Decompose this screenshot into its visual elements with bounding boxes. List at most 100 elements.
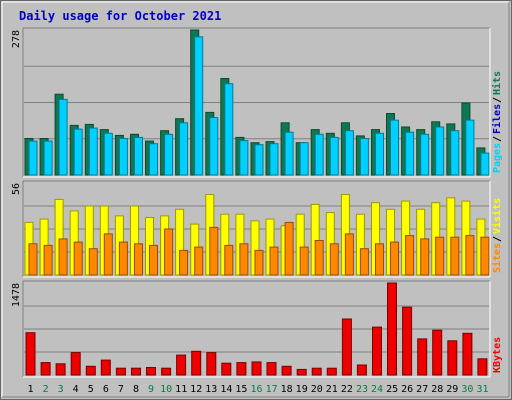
panel-visits-sites: 56 Sites/ Visits [11, 180, 503, 278]
x-axis-day-labels: 1 2 3 4 5 6 7 8 9 10 11 12 13 14 15 16 17 18 19 20 21 22 23 24 2… [27, 384, 488, 395]
sites-bar [149, 244, 158, 276]
day-label: 2 [43, 384, 49, 395]
sites-bar [284, 221, 294, 276]
kbytes-bar [40, 362, 51, 376]
day-label: 17 [266, 384, 278, 395]
legend-pages: Pages [492, 143, 503, 173]
y-axis-max-label: 278 [11, 30, 22, 48]
files-bar [118, 138, 128, 176]
sites-bar [164, 228, 174, 276]
day-label: 16 [250, 384, 262, 395]
sites-bar [450, 236, 460, 276]
kbytes-bar [296, 368, 307, 376]
files-bar [329, 136, 339, 176]
kbytes-bar [356, 364, 367, 376]
sites-bar [435, 236, 445, 276]
files-bar [194, 36, 204, 176]
sites-bar [299, 246, 309, 276]
sites-bar [103, 233, 113, 276]
day-label: 11 [175, 384, 187, 395]
kbytes-bar [311, 367, 322, 376]
day-label: 24 [371, 384, 383, 395]
files-bar [405, 131, 415, 176]
day-label: 29 [446, 384, 458, 395]
files-bar [375, 132, 384, 176]
kbytes-bar [115, 367, 126, 376]
sites-bar [375, 243, 384, 276]
sites-bar [390, 241, 399, 276]
day-label: 26 [401, 384, 413, 395]
sites-bar [58, 238, 68, 276]
files-bar [435, 126, 445, 176]
legend-separator: / [492, 236, 503, 242]
kbytes-bar [266, 362, 277, 376]
sites-bar [239, 243, 249, 276]
kbytes-bar [402, 306, 413, 376]
day-label: 23 [356, 384, 368, 395]
legend-hits: Hits [491, 71, 503, 95]
sites-bar [480, 236, 490, 276]
sites-bar [73, 241, 83, 276]
kbytes-bar [477, 358, 488, 376]
day-label: 21 [326, 384, 338, 395]
kbytes-bar [462, 332, 473, 376]
panel-kbytes: 1478 KBytes [11, 280, 503, 378]
files-bar [164, 133, 174, 176]
kbytes-bar [55, 363, 66, 376]
kbytes-bar [432, 329, 443, 376]
kbytes-bar [281, 365, 292, 376]
kbytes-bar [100, 359, 111, 376]
sites-bar [405, 235, 415, 276]
day-label: 19 [296, 384, 308, 395]
kbytes-bar [221, 362, 232, 376]
day-label: 9 [148, 384, 154, 395]
files-bar [450, 130, 460, 176]
day-label: 31 [476, 384, 488, 395]
files-bar [299, 142, 309, 176]
sites-bar [344, 233, 354, 276]
files-bar [73, 128, 83, 176]
files-bar [239, 140, 249, 176]
sites-bar [254, 249, 264, 276]
sites-bar [359, 248, 369, 276]
files-bar [134, 136, 143, 176]
files-bar [28, 140, 38, 176]
day-label: 1 [27, 384, 33, 395]
sites-bar [465, 235, 475, 276]
files-bar [58, 98, 68, 176]
kbytes-bar [161, 367, 172, 376]
kbytes-bar [326, 367, 337, 376]
files-bar [254, 144, 264, 176]
day-label: 27 [416, 384, 428, 395]
y-axis-max-label: 1478 [11, 283, 22, 307]
files-bar [314, 133, 324, 176]
kbytes-bar [387, 282, 397, 376]
sites-bar [209, 226, 219, 276]
day-label: 28 [431, 384, 443, 395]
day-label: 3 [58, 384, 64, 395]
day-label: 4 [73, 384, 79, 395]
sites-bar [314, 240, 324, 276]
sites-bar [194, 246, 204, 276]
files-bar [390, 119, 399, 176]
files-bar [43, 140, 53, 176]
sites-bar [329, 243, 339, 276]
kbytes-bar [131, 367, 141, 376]
day-label: 8 [133, 384, 139, 395]
day-label: 7 [118, 384, 124, 395]
day-label: 10 [160, 384, 172, 395]
kbytes-bar [70, 352, 81, 376]
files-bar [103, 132, 113, 176]
files-bar [465, 119, 475, 176]
files-bar [420, 133, 430, 176]
day-label: 6 [103, 384, 109, 395]
files-bar [269, 143, 279, 176]
sites-bar [224, 244, 234, 276]
day-label: 5 [88, 384, 94, 395]
files-bar [209, 117, 219, 176]
sites-bar [269, 246, 279, 276]
files-bar [149, 143, 158, 176]
